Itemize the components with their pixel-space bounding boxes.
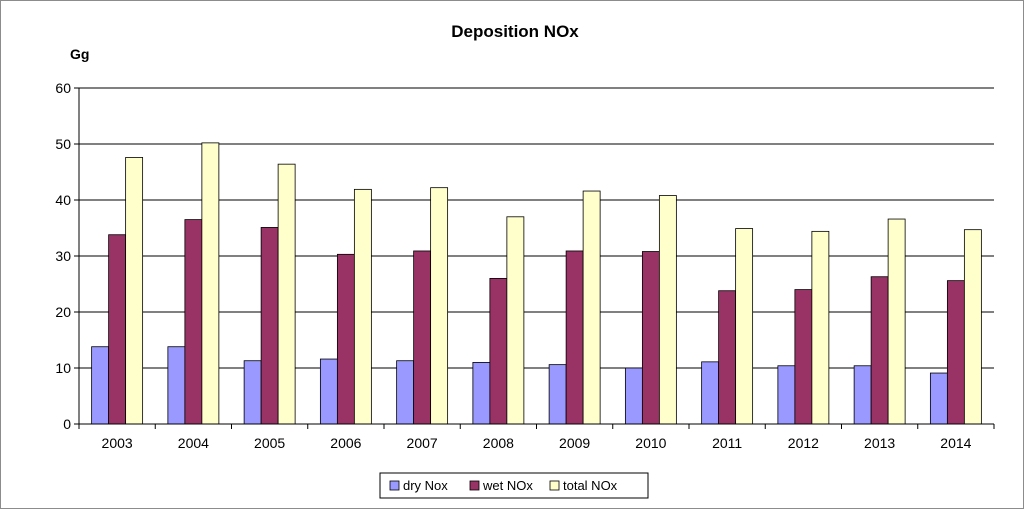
x-tick-label: 2005 <box>254 435 285 451</box>
x-tick-label: 2013 <box>864 435 895 451</box>
bar-wet-nox-2006 <box>336 253 355 425</box>
x-tick-label: 2003 <box>102 435 133 451</box>
x-tick-label: 2010 <box>635 435 666 451</box>
bar-total-nox-2005 <box>277 163 296 425</box>
legend-label: dry Nox <box>403 478 448 493</box>
bar-wet-nox-2009 <box>565 250 584 425</box>
bar-wet-nox-2011 <box>718 290 737 425</box>
gridlines <box>74 87 994 425</box>
bar-dry-nox-2012 <box>777 365 796 425</box>
y-tick-label: 10 <box>55 360 71 376</box>
bar-total-nox-2003 <box>125 157 144 425</box>
y-tick-label: 40 <box>55 192 71 208</box>
bar-dry-nox-2004 <box>167 346 186 425</box>
bars <box>91 142 982 425</box>
x-tick-label: 2011 <box>712 435 742 451</box>
x-tick-labels: 2003 2004 2005 2006 2007 2008 2009 2010 2011 2012… <box>102 435 972 451</box>
bar-dry-nox-2003 <box>91 346 110 425</box>
x-tick-label: 2007 <box>407 435 438 451</box>
chart-title: Deposition NOx <box>451 22 579 41</box>
bar-dry-nox-2014 <box>929 372 948 425</box>
legend-label: total NOx <box>563 478 618 493</box>
bar-dry-nox-2005 <box>243 360 262 425</box>
bar-wet-nox-2013 <box>870 276 889 425</box>
bar-dry-nox-2007 <box>396 360 415 425</box>
bar-dry-nox-2008 <box>472 361 491 425</box>
y-tick-label: 30 <box>55 248 71 264</box>
legend: dry Nox wet NOx total NOx <box>379 472 649 499</box>
bar-wet-nox-2012 <box>794 289 813 425</box>
bar-total-nox-2009 <box>582 190 601 425</box>
bar-total-nox-2004 <box>201 142 220 425</box>
y-tick-label: 0 <box>63 416 71 432</box>
legend-swatch <box>389 480 400 491</box>
bar-wet-nox-2007 <box>413 250 432 425</box>
bar-dry-nox-2013 <box>853 365 872 425</box>
y-tick-labels: 0 10 20 30 40 50 60 <box>55 80 71 432</box>
x-tick-label: 2004 <box>178 435 209 451</box>
bar-wet-nox-2014 <box>946 280 965 425</box>
legend-swatch <box>549 480 560 491</box>
x-tick-label: 2012 <box>788 435 819 451</box>
bar-dry-nox-2011 <box>701 361 720 425</box>
bar-wet-nox-2004 <box>184 219 203 425</box>
x-tick-label: 2009 <box>559 435 590 451</box>
x-tick-label: 2014 <box>940 435 971 451</box>
bar-total-nox-2014 <box>963 229 982 425</box>
bar-total-nox-2007 <box>430 187 449 425</box>
bar-total-nox-2011 <box>735 228 754 425</box>
x-tick-label: 2006 <box>330 435 361 451</box>
bar-wet-nox-2003 <box>108 234 127 425</box>
axes <box>78 88 995 429</box>
bar-dry-nox-2009 <box>548 364 567 425</box>
y-tick-label: 20 <box>55 304 71 320</box>
legend-label: wet NOx <box>482 478 533 493</box>
bar-dry-nox-2006 <box>319 358 338 425</box>
y-tick-label: 50 <box>55 136 71 152</box>
bar-dry-nox-2010 <box>624 367 643 425</box>
x-tick-label: 2008 <box>483 435 514 451</box>
bar-total-nox-2012 <box>811 230 830 425</box>
bar-wet-nox-2010 <box>641 251 660 425</box>
bar-total-nox-2008 <box>506 216 525 425</box>
legend-swatch <box>469 480 480 491</box>
legend-box <box>379 472 649 499</box>
bar-wet-nox-2008 <box>489 277 508 425</box>
bar-total-nox-2010 <box>658 195 677 425</box>
y-tick-label: 60 <box>55 80 71 96</box>
bar-wet-nox-2005 <box>260 227 279 425</box>
bar-total-nox-2006 <box>353 188 372 425</box>
y-axis-unit-label: Gg <box>70 46 89 62</box>
bar-total-nox-2013 <box>887 218 906 425</box>
